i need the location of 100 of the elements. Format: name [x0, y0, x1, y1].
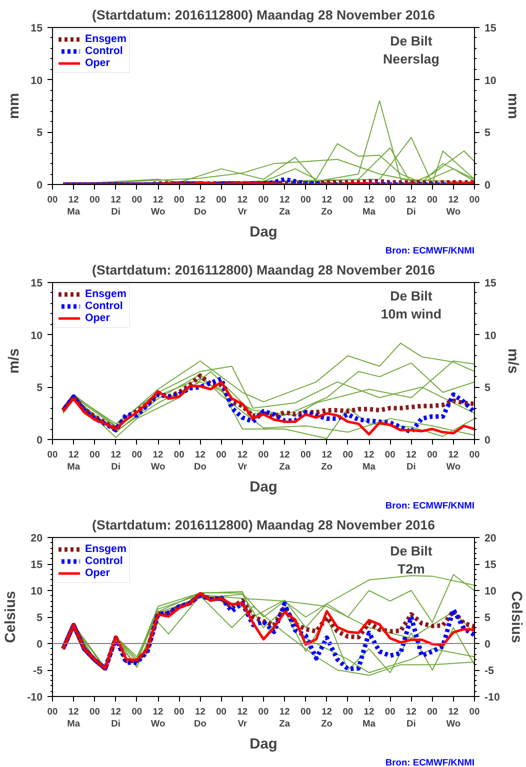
y2-tick-label: 5: [484, 382, 490, 394]
chart-title: (Startdatum: 2016112800) Maandag 28 November 2016: [92, 8, 436, 22]
x-tick-label: 12 Wo: [446, 706, 461, 728]
x-tick-label: 00: [174, 450, 184, 460]
x-tick-label: 00: [174, 706, 184, 716]
x-tick-label: 12 Do: [194, 194, 207, 216]
x-tick-label: 12 Ma: [67, 194, 81, 216]
y-tick-label: 15: [30, 559, 43, 571]
y2-tick-label: 10: [484, 586, 496, 598]
x-tick-label: 00: [258, 194, 269, 204]
chart-title: (Startdatum: 2016112800) Maandag 28 November 2016: [92, 518, 436, 532]
x-tick-label: 12 Di: [406, 194, 416, 216]
x-axis-title: Dag: [250, 736, 278, 752]
x-tick-label: 12 Vr: [237, 450, 248, 472]
x-tick-label: 00: [174, 194, 184, 204]
x-tick-label: 12 Wo: [150, 194, 166, 216]
x-tick-label: 00: [342, 194, 354, 204]
y2-tick-label: -10: [484, 692, 500, 704]
y2-tick-label: 15: [484, 559, 496, 571]
x-tick-label: 12 Wo: [446, 450, 461, 472]
x-tick-label: 12 Do: [194, 706, 207, 728]
x-tick-label: 00: [90, 706, 100, 716]
x-tick-label: 00: [216, 706, 227, 716]
text: Bron: ECMWF/KNMI: [385, 500, 475, 510]
x-tick-label: 00: [469, 706, 480, 716]
x-tick-label: 00: [384, 450, 396, 460]
y-tick-label: 15: [30, 22, 43, 34]
x-tick-label: 00: [469, 194, 480, 204]
x-tick-label: 00: [300, 450, 311, 460]
x-tick-label: 00: [216, 194, 227, 204]
legend-label: Ensgem: [85, 33, 126, 45]
y-tick-label: 0: [36, 638, 43, 650]
legend-label: Oper: [85, 567, 110, 579]
x-tick-label: 00: [47, 194, 58, 204]
y-tick-label: 5: [36, 127, 43, 140]
x-tick-label: 00: [384, 194, 396, 204]
y2-tick-label: 0: [484, 434, 490, 446]
y2-axis-title: m/s: [504, 348, 520, 374]
y-tick-label: 0: [36, 180, 43, 192]
annotation: De Bilt T2m: [390, 544, 433, 576]
x-tick-label: 12 Vr: [237, 706, 248, 728]
x-tick-label: 12 Di: [110, 194, 122, 216]
y2-tick-label: 15: [484, 22, 496, 34]
y2-axis-title: mm: [504, 92, 520, 120]
annotation: De Bilt 10m wind: [380, 288, 442, 322]
y2-tick-label: 10: [484, 74, 496, 87]
y2-tick-label: 10: [484, 330, 496, 342]
x-tick-label: 12 Wo: [150, 450, 166, 472]
y2-tick-label: 20: [484, 532, 496, 544]
x-tick-label: 12 Ma: [67, 450, 81, 472]
x-tick-label: 12 Do: [194, 450, 207, 472]
x-tick-label: 12 Za: [279, 706, 291, 728]
y2-tick-label: -5: [484, 665, 494, 677]
legend-label: Oper: [85, 57, 110, 69]
y-tick-label: 10: [30, 330, 43, 342]
x-tick-label: 00: [132, 194, 142, 204]
x-tick-label: 12 Ma: [362, 706, 376, 728]
legend-label: Oper: [85, 312, 110, 324]
legend-label: Control: [85, 300, 123, 312]
x-tick-label: 00: [47, 450, 58, 460]
x-tick-label: 00: [216, 450, 227, 460]
y-axis-title: mm: [6, 92, 23, 120]
x-tick-label: 12 Di: [406, 450, 416, 472]
x-tick-label: 00: [300, 706, 311, 716]
legend-label: Control: [85, 45, 123, 57]
legend-label: Control: [85, 555, 123, 567]
y-axis-title: Celsius: [3, 590, 20, 644]
x-tick-label: 00: [300, 194, 311, 204]
annotation: De Bilt Neerslag: [383, 34, 440, 66]
x-tick-label: 12 Vr: [237, 194, 248, 216]
x-tick-label: 00: [469, 450, 480, 460]
x-tick-label: 12 Ma: [362, 194, 376, 216]
y-tick-label: 10: [30, 586, 43, 598]
x-tick-label: 12 Za: [279, 450, 291, 472]
x-tick-label: 00: [427, 194, 438, 204]
x-tick-label: 12 Zo: [321, 706, 333, 728]
x-axis-title: Dag: [250, 224, 278, 240]
chart-title: (Startdatum: 2016112800) Maandag 28 November 2016: [92, 262, 436, 278]
y-tick-label: 20: [30, 532, 43, 544]
x-tick-label: 00: [384, 706, 396, 716]
x-tick-label: 12 Ma: [362, 450, 376, 472]
x-tick-label: 12 Di: [406, 706, 416, 728]
y2-tick-label: 5: [484, 612, 490, 624]
x-tick-label: 00: [132, 450, 142, 460]
x-tick-label: 12 Zo: [321, 194, 333, 216]
x-tick-label: 00: [90, 194, 100, 204]
y2-axis-title: Celsius: [508, 590, 524, 644]
text: Bron: ECMWF/KNMI: [385, 246, 475, 256]
x-tick-label: 00: [427, 706, 438, 716]
x-tick-label: 12 Wo: [150, 706, 166, 728]
x-tick-label: 00: [342, 450, 354, 460]
x-tick-label: 00: [258, 706, 269, 716]
y-tick-label: 5: [36, 612, 43, 624]
y-tick-label: -5: [33, 665, 43, 677]
legend-label: Ensgem: [85, 543, 126, 555]
y2-tick-label: 15: [484, 278, 496, 290]
x-tick-label: 12 Zo: [321, 450, 333, 472]
legend-label: Ensgem: [85, 288, 126, 300]
y-tick-label: 5: [36, 382, 43, 394]
x-tick-label: 00: [427, 450, 438, 460]
